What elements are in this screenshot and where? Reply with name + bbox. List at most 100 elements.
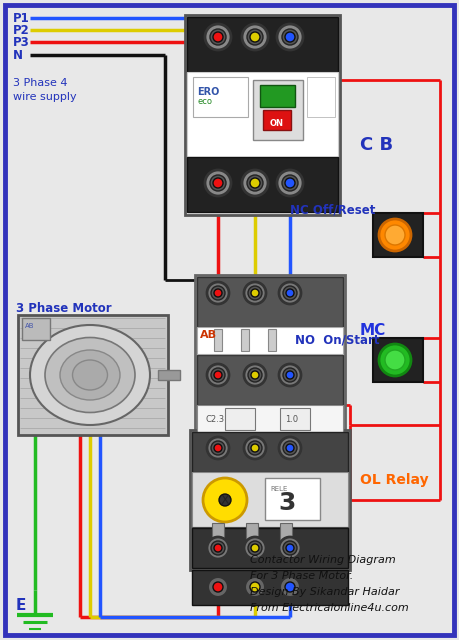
FancyBboxPatch shape [187,157,338,212]
Circle shape [242,24,268,50]
Circle shape [244,437,266,459]
Ellipse shape [60,350,120,400]
FancyBboxPatch shape [192,570,348,605]
Circle shape [251,289,259,297]
FancyBboxPatch shape [197,277,343,327]
Circle shape [213,582,223,592]
Circle shape [286,289,294,297]
Circle shape [286,371,294,379]
Circle shape [279,437,301,459]
FancyBboxPatch shape [187,72,338,157]
FancyBboxPatch shape [195,275,345,435]
Circle shape [277,24,303,50]
Circle shape [285,32,295,42]
FancyBboxPatch shape [22,318,50,340]
Circle shape [247,29,263,45]
Text: eco: eco [197,97,212,106]
FancyBboxPatch shape [197,405,343,433]
Text: C2.3: C2.3 [205,415,224,424]
Circle shape [213,178,223,188]
Circle shape [210,29,226,45]
Circle shape [251,544,259,552]
Circle shape [285,582,295,592]
Circle shape [379,219,411,251]
Circle shape [208,577,228,597]
FancyBboxPatch shape [246,523,258,551]
Text: ERO: ERO [197,87,219,97]
Text: P1: P1 [13,12,30,24]
Circle shape [244,537,266,559]
Text: ON: ON [270,118,284,127]
Circle shape [279,282,301,304]
FancyBboxPatch shape [5,5,454,635]
FancyBboxPatch shape [192,432,348,472]
FancyBboxPatch shape [214,329,222,351]
Circle shape [245,577,265,597]
FancyBboxPatch shape [373,338,423,382]
Text: AB: AB [200,330,217,340]
Circle shape [286,544,294,552]
FancyBboxPatch shape [197,327,343,354]
Circle shape [207,437,229,459]
FancyBboxPatch shape [268,329,276,351]
Text: P3: P3 [13,35,30,49]
Text: N: N [13,49,23,61]
Circle shape [214,444,222,452]
Circle shape [283,286,297,300]
Text: 1.0: 1.0 [285,415,298,424]
Circle shape [244,364,266,386]
FancyBboxPatch shape [260,85,295,107]
Circle shape [285,178,295,188]
Circle shape [211,441,225,455]
Circle shape [207,282,229,304]
Text: Design By Sikandar Haidar: Design By Sikandar Haidar [250,587,399,597]
Text: AB: AB [25,323,34,329]
FancyBboxPatch shape [187,17,338,72]
Circle shape [210,175,226,191]
Circle shape [203,478,247,522]
FancyBboxPatch shape [253,80,303,140]
Circle shape [244,282,266,304]
FancyBboxPatch shape [185,15,340,215]
Text: NC Off/Reset: NC Off/Reset [290,204,375,216]
Circle shape [248,368,262,382]
Circle shape [282,29,298,45]
Circle shape [283,541,297,555]
Circle shape [213,32,223,42]
FancyBboxPatch shape [265,478,320,520]
Text: 3: 3 [278,491,296,515]
Text: X: X [221,493,230,506]
FancyBboxPatch shape [263,110,291,130]
Circle shape [283,441,297,455]
Circle shape [211,286,225,300]
Text: Contactor Wiring Diagram: Contactor Wiring Diagram [250,555,396,565]
Circle shape [251,444,259,452]
Circle shape [214,289,222,297]
FancyBboxPatch shape [373,213,423,257]
Ellipse shape [45,337,135,413]
Circle shape [286,444,294,452]
FancyBboxPatch shape [192,528,348,568]
Circle shape [277,170,303,196]
Circle shape [283,368,297,382]
Text: From Electricalonline4u.com: From Electricalonline4u.com [250,603,409,613]
Circle shape [279,537,301,559]
Text: OL Relay: OL Relay [360,473,429,487]
FancyBboxPatch shape [192,472,348,527]
Text: For 3 Phase Motor.: For 3 Phase Motor. [250,571,353,581]
FancyBboxPatch shape [193,77,248,117]
FancyBboxPatch shape [197,355,343,405]
Circle shape [211,541,225,555]
Text: MC: MC [360,323,386,337]
Circle shape [211,368,225,382]
Circle shape [248,541,262,555]
FancyBboxPatch shape [158,370,180,380]
Circle shape [250,178,260,188]
Circle shape [250,32,260,42]
Text: P2: P2 [13,24,30,36]
FancyBboxPatch shape [18,315,168,435]
Circle shape [214,544,222,552]
FancyBboxPatch shape [192,527,348,547]
Ellipse shape [30,325,150,425]
FancyBboxPatch shape [225,408,255,430]
